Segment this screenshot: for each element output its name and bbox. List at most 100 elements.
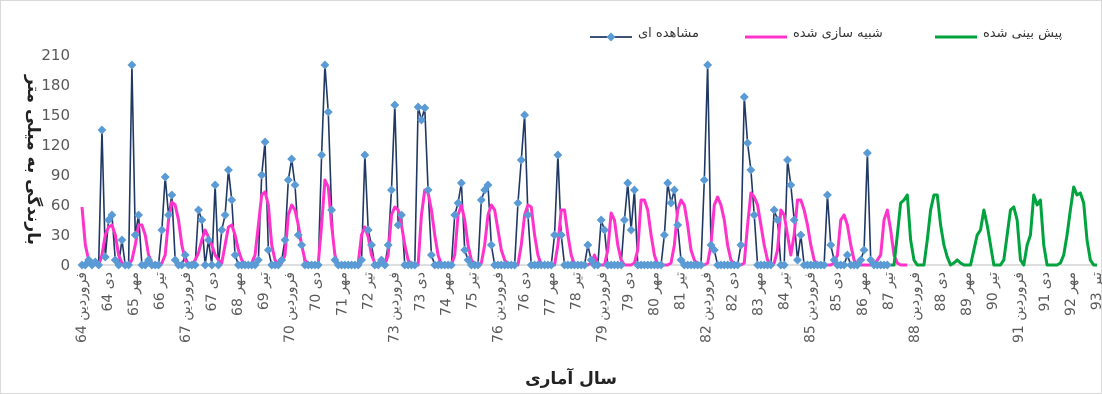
observed-point [213,260,223,270]
observed-point [583,240,593,250]
observed-point [203,235,214,245]
observed-point [210,180,220,190]
x-tick-label: مهر 77 [542,272,558,316]
legend-label: مشاهده ای [638,26,699,41]
observed-point [453,198,463,208]
observed-point [390,100,400,110]
observed-point [593,260,603,270]
observed-point [100,252,110,262]
observed-point [207,260,217,270]
observed-point [476,195,486,205]
observed-point [260,137,270,147]
observed-point [287,154,297,164]
x-tick-label: مهر 86 [855,272,871,316]
observed-point [97,125,107,135]
x-tick-label: تیر 87 [881,272,897,310]
y-tick-label: 90 [51,166,70,184]
x-tick-label: تیر 69 [256,272,272,310]
observed-point [283,175,293,185]
observed-point [659,230,669,240]
x-tick-label: دی 91 [1037,272,1053,311]
observed-point [483,180,493,190]
observed-point [510,260,520,270]
x-tick-label: فروردین 64 [74,272,90,343]
observed-point [669,185,679,195]
observed-point [393,220,403,230]
observed-point [290,180,300,190]
x-tick-label: دی 76 [516,272,532,311]
observed-point [513,198,523,208]
observed-point [516,155,526,165]
observed-point [297,240,307,250]
observed-point [177,260,187,270]
observed-point [772,215,783,225]
observed-point [819,260,829,270]
observed-point [550,230,560,240]
x-tick-label: دی 79 [621,272,637,311]
observed-point [253,255,263,265]
observed-point [739,92,749,102]
observed-point [220,210,230,220]
observed-point [782,155,793,165]
observed-point [117,235,127,245]
observed-point [523,210,533,220]
legend: مشاهده ای شبیه سازی شده پیش بینی شده [590,26,1063,42]
observed-point [709,245,719,255]
observed-point [629,185,639,195]
observed-point [862,148,872,158]
observed-point [153,260,164,270]
observed-point [327,205,337,215]
observed-point [127,60,137,70]
series-line-forecast [890,185,1097,267]
legend-label: شبیه سازی شده [793,26,883,41]
observed-point [413,102,423,112]
observed-point [446,260,456,270]
observed-point [223,165,233,175]
observed-point [380,260,390,270]
observed-point [746,165,756,175]
observed-point [180,250,190,260]
observed-point [456,178,466,188]
observed-point [363,225,373,235]
observed-point [460,245,470,255]
observed-point [293,230,303,240]
x-tick-label: تیر 84 [777,272,793,310]
observed-point [822,190,832,200]
observed-point [666,198,676,208]
observed-point [134,210,144,220]
observed-point [553,150,563,160]
observed-point [789,215,799,225]
observed-point [792,255,803,265]
x-tick-label: دی 82 [725,272,741,311]
observed-point [556,230,566,240]
observed-point [779,260,789,270]
x-tick-label: فروردین 67 [178,272,194,343]
observed-point [473,260,483,270]
x-tick-label: فروردین 79 [595,272,611,343]
observed-point [163,210,174,220]
x-tick-label: تیر 66 [152,272,168,310]
x-tick-label: مهر 92 [1063,272,1079,316]
observed-point [280,235,290,245]
y-tick-label: 60 [51,196,70,214]
observed-point [257,170,267,180]
observed-point [579,260,590,270]
x-tick-label: دی 85 [829,272,845,311]
x-tick-label: مهر 89 [959,272,975,316]
observed-point [736,240,746,250]
x-tick-label: مهر 68 [230,272,246,316]
y-tick-label: 210 [41,46,70,64]
x-tick-label: تیر 93 [1089,272,1102,310]
y-axis-title: بارندگی به میلی متر [23,74,44,245]
observed-point [626,225,636,235]
x-tick-label: تیر 90 [985,272,1001,310]
y-tick-label: 180 [41,76,70,94]
observed-point [450,210,460,220]
observed-point [696,260,706,270]
observed-point [769,205,779,215]
observed-point [320,60,330,70]
observed-point [313,260,323,270]
observed-point [356,255,367,265]
